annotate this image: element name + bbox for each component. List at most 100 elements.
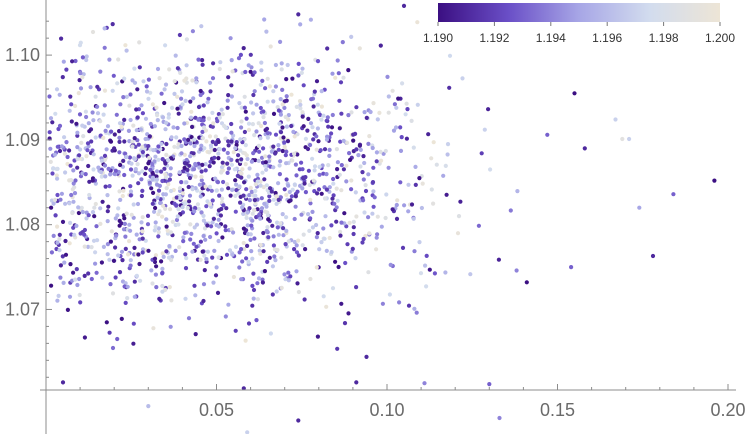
data-point bbox=[119, 124, 124, 129]
data-point bbox=[122, 172, 127, 178]
data-point bbox=[235, 173, 240, 178]
y-axis-ticks: 1.07 1.08 1.09 1.10 bbox=[5, 20, 52, 378]
data-point bbox=[366, 172, 371, 177]
data-point bbox=[330, 71, 335, 76]
data-point bbox=[261, 249, 266, 254]
data-point bbox=[96, 165, 101, 170]
data-point bbox=[198, 92, 203, 98]
data-point bbox=[271, 234, 276, 239]
data-point bbox=[57, 248, 62, 253]
data-point bbox=[132, 294, 137, 299]
data-point bbox=[156, 144, 161, 149]
data-point bbox=[202, 146, 207, 151]
data-point bbox=[284, 177, 289, 182]
data-point bbox=[278, 39, 283, 45]
data-point bbox=[80, 171, 85, 176]
data-point bbox=[240, 205, 245, 210]
data-point bbox=[404, 136, 409, 141]
data-point bbox=[286, 183, 291, 188]
data-point bbox=[348, 157, 353, 162]
data-point bbox=[325, 115, 330, 120]
data-point bbox=[338, 80, 344, 85]
data-point bbox=[627, 136, 632, 142]
data-point bbox=[156, 157, 161, 162]
data-point bbox=[192, 137, 197, 142]
data-point bbox=[317, 247, 322, 252]
data-point bbox=[226, 302, 231, 307]
data-point bbox=[292, 182, 297, 187]
data-point bbox=[319, 117, 324, 122]
data-point bbox=[385, 74, 390, 79]
data-point bbox=[300, 186, 305, 191]
data-point bbox=[322, 147, 328, 152]
data-point bbox=[314, 222, 319, 228]
data-point bbox=[302, 181, 307, 186]
data-point bbox=[82, 244, 87, 249]
data-point bbox=[183, 266, 189, 271]
data-point bbox=[110, 291, 116, 296]
data-point bbox=[194, 222, 200, 227]
data-point bbox=[217, 147, 222, 152]
data-point bbox=[368, 109, 373, 115]
data-point bbox=[400, 81, 405, 86]
data-point bbox=[85, 148, 90, 153]
data-point bbox=[95, 84, 100, 89]
data-point bbox=[212, 248, 217, 253]
data-point bbox=[170, 219, 175, 224]
data-point bbox=[98, 170, 104, 175]
data-point bbox=[331, 181, 336, 186]
data-point bbox=[276, 181, 281, 186]
data-point bbox=[271, 197, 276, 202]
data-point bbox=[192, 143, 197, 149]
data-point bbox=[324, 187, 329, 192]
data-point bbox=[406, 182, 411, 187]
data-point bbox=[73, 103, 78, 109]
data-point bbox=[252, 133, 257, 138]
data-point bbox=[153, 224, 158, 229]
data-point bbox=[80, 123, 85, 128]
data-point bbox=[75, 130, 80, 135]
data-point bbox=[308, 201, 313, 206]
data-point bbox=[280, 87, 285, 92]
data-point bbox=[90, 178, 95, 183]
data-point bbox=[251, 151, 256, 156]
data-point bbox=[127, 222, 132, 227]
data-point bbox=[198, 257, 203, 262]
data-point bbox=[151, 326, 156, 331]
data-point bbox=[166, 158, 171, 163]
data-point bbox=[74, 121, 79, 126]
data-point bbox=[202, 226, 208, 231]
data-point bbox=[57, 148, 63, 154]
data-point bbox=[187, 193, 193, 198]
data-point bbox=[143, 136, 148, 142]
data-point bbox=[213, 176, 218, 181]
data-point bbox=[203, 168, 208, 173]
data-point bbox=[233, 178, 238, 183]
data-point bbox=[165, 228, 170, 233]
data-point bbox=[226, 139, 231, 144]
data-point bbox=[98, 221, 103, 226]
data-point bbox=[301, 124, 306, 129]
data-point bbox=[208, 159, 213, 164]
data-point bbox=[264, 228, 269, 233]
data-point bbox=[169, 135, 174, 140]
data-point bbox=[250, 256, 255, 261]
data-point bbox=[177, 186, 183, 191]
data-point bbox=[325, 46, 330, 51]
data-point bbox=[199, 178, 204, 183]
data-point bbox=[200, 162, 205, 167]
data-point bbox=[258, 105, 263, 111]
data-point bbox=[190, 78, 195, 83]
data-point bbox=[253, 182, 258, 187]
data-point bbox=[569, 265, 574, 270]
data-point bbox=[110, 345, 116, 351]
data-point bbox=[272, 247, 277, 252]
data-point bbox=[52, 197, 58, 202]
data-point bbox=[193, 161, 198, 167]
data-point bbox=[159, 169, 164, 174]
data-point bbox=[243, 109, 248, 114]
data-point bbox=[345, 140, 350, 145]
data-point bbox=[508, 208, 513, 213]
data-point bbox=[210, 124, 215, 129]
data-point bbox=[209, 188, 214, 193]
